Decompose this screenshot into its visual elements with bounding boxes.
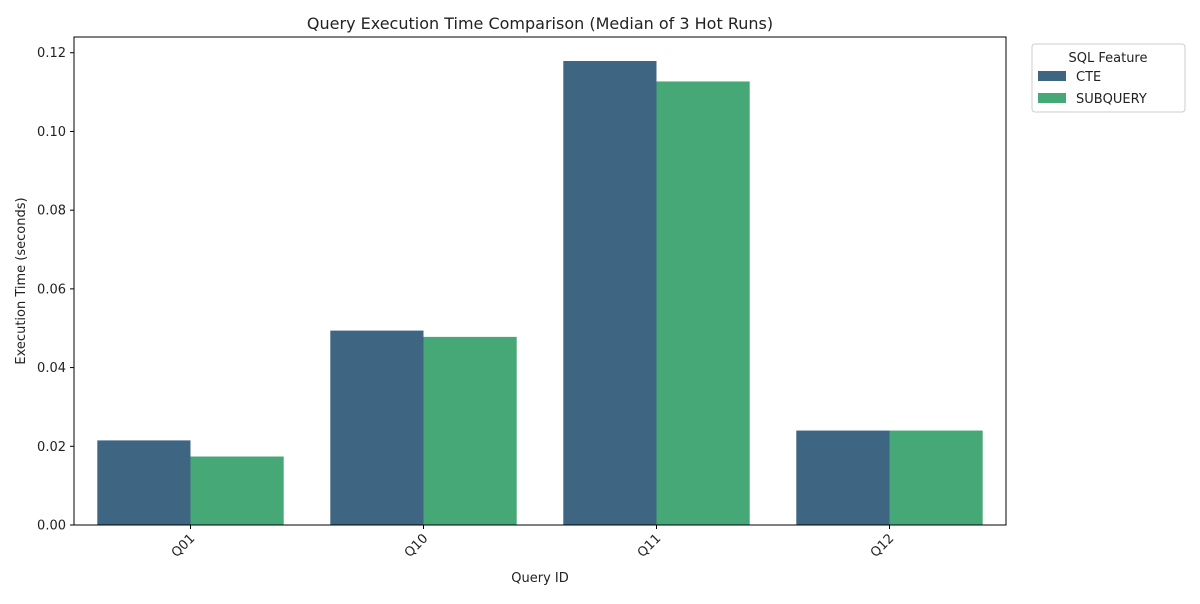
y-tick-label: 0.06	[37, 282, 66, 297]
legend-frame	[1031, 43, 1186, 113]
y-tick-label: 0.12	[37, 46, 66, 61]
chart-title: Query Execution Time Comparison (Median …	[307, 14, 773, 33]
x-tick-label: Q10	[402, 531, 432, 561]
bar-cte-q11	[563, 61, 657, 525]
bar-subquery-q10	[423, 336, 517, 525]
legend-swatch-subquery	[1038, 93, 1066, 103]
bar-cte-q01	[97, 440, 191, 525]
y-tick-label: 0.10	[37, 125, 66, 140]
legend: SQL Feature CTE SUBQUERY	[1031, 43, 1186, 113]
x-tick-label: Q01	[169, 531, 199, 561]
y-tick-label: 0.04	[37, 361, 66, 376]
legend-label-cte: CTE	[1076, 70, 1101, 85]
x-tick-label: Q11	[635, 531, 665, 561]
y-tick-label: 0.08	[37, 204, 66, 219]
plot-area: 0.00 0.02 0.04 0.06 0.08 0.10 0.12 Q01 Q10 Q11 Q12	[37, 36, 1007, 561]
bar-cte-q12	[796, 430, 890, 525]
bar-subquery-q01	[190, 456, 284, 525]
bar-subquery-q12	[889, 430, 983, 525]
y-tick-label: 0.02	[37, 440, 66, 455]
legend-swatch-cte	[1038, 71, 1066, 81]
bar-subquery-q11	[656, 81, 750, 525]
x-axis-label: Query ID	[511, 571, 568, 586]
x-tick-label: Q12	[868, 531, 898, 561]
legend-label-subquery: SUBQUERY	[1076, 92, 1147, 107]
bar-cte-q10	[330, 330, 424, 525]
y-tick-label: 0.00	[37, 519, 66, 534]
y-axis-label: Execution Time (seconds)	[14, 197, 29, 364]
plot-frame	[73, 36, 1007, 526]
legend-title: SQL Feature	[1069, 51, 1148, 66]
